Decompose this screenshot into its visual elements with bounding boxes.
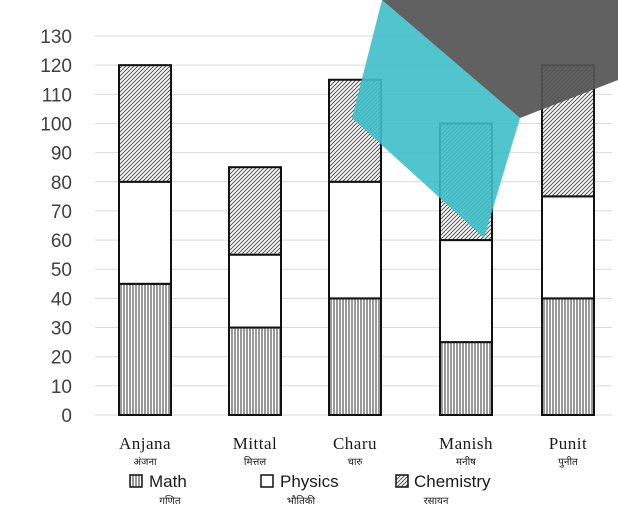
category-label: Mittal [233, 434, 278, 453]
bar-segment-math [118, 282, 172, 416]
category-label-hindi: चारु [348, 457, 364, 468]
category-label: Charu [333, 434, 377, 453]
legend: Math गणित Physics भौतिकी Chemistry रसायन [129, 472, 491, 507]
y-tick-label: 90 [51, 144, 72, 165]
category-label: Punit [549, 434, 587, 453]
y-tick-label: 20 [51, 348, 72, 369]
y-axis-ticks: 0 10 20 30 40 50 60 70 80 90 100 110 120 130 [40, 27, 72, 427]
bar-segment-math [228, 326, 282, 416]
y-tick-label: 110 [42, 85, 72, 106]
y-tick-label: 100 [40, 114, 72, 135]
bar-segment-physics [228, 253, 282, 329]
bar-segment-physics [541, 195, 595, 300]
category-label-hindi: मित्तल [244, 456, 266, 468]
y-tick-label: 70 [51, 202, 72, 223]
y-tick-label: 80 [51, 173, 72, 194]
legend-label-hindi: रसायन [424, 496, 449, 507]
bars [118, 64, 595, 416]
y-tick-label: 120 [40, 56, 72, 77]
y-tick-label: 30 [51, 319, 72, 340]
bar-segment-math [328, 297, 382, 416]
bar-segment-physics [118, 180, 172, 285]
y-tick-label: 0 [61, 406, 72, 427]
x-axis-labels: Anjana अंजना Mittal मित्तल Charu चारु Manish मन… [119, 434, 587, 468]
bar-segment-math [439, 341, 493, 416]
bar-segment-physics [439, 239, 493, 344]
category-label-hindi: मनीष [456, 456, 476, 468]
bar-segment-chemistry [118, 64, 172, 183]
legend-label: Physics [280, 472, 339, 491]
y-tick-label: 50 [51, 260, 72, 281]
y-tick-label: 130 [40, 27, 72, 48]
y-tick-label: 10 [51, 377, 72, 398]
category-label-hindi: पुनीत [558, 456, 578, 468]
legend-label: Chemistry [414, 472, 491, 491]
bar-segment-math [541, 297, 595, 416]
cyan-overlay-shape [352, 0, 520, 238]
overlay-shapes [352, 0, 618, 238]
legend-swatch-chemistry [395, 474, 409, 488]
bar-segment-physics [328, 180, 382, 300]
legend-label: Math [149, 472, 187, 491]
category-label: Anjana [119, 434, 171, 453]
legend-label-hindi: भौतिकी [287, 495, 316, 507]
y-tick-label: 60 [51, 231, 72, 252]
legend-swatch-physics [260, 474, 274, 488]
legend-label-hindi: गणित [159, 495, 180, 507]
legend-swatch-math [129, 474, 143, 488]
y-tick-label: 40 [51, 289, 72, 310]
category-label: Manish [439, 434, 493, 453]
category-label-hindi: अंजना [133, 456, 157, 468]
dark-overlay-shape [382, 0, 618, 118]
bar-segment-chemistry [228, 166, 282, 256]
